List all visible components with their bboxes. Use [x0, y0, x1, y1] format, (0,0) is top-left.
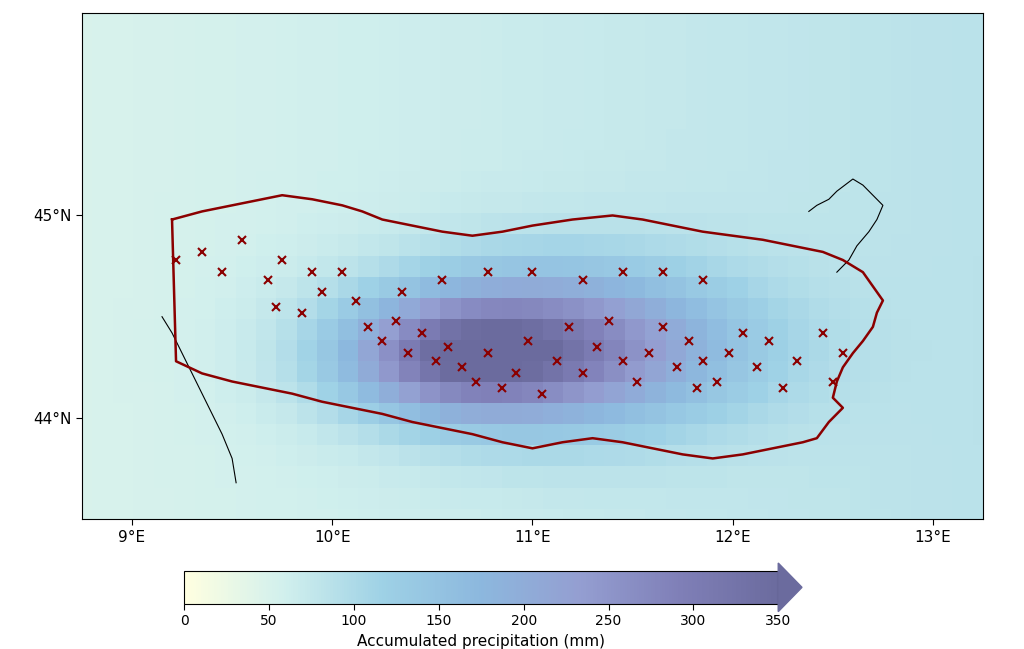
Polygon shape [778, 563, 802, 611]
X-axis label: Accumulated precipitation (mm): Accumulated precipitation (mm) [357, 633, 605, 648]
